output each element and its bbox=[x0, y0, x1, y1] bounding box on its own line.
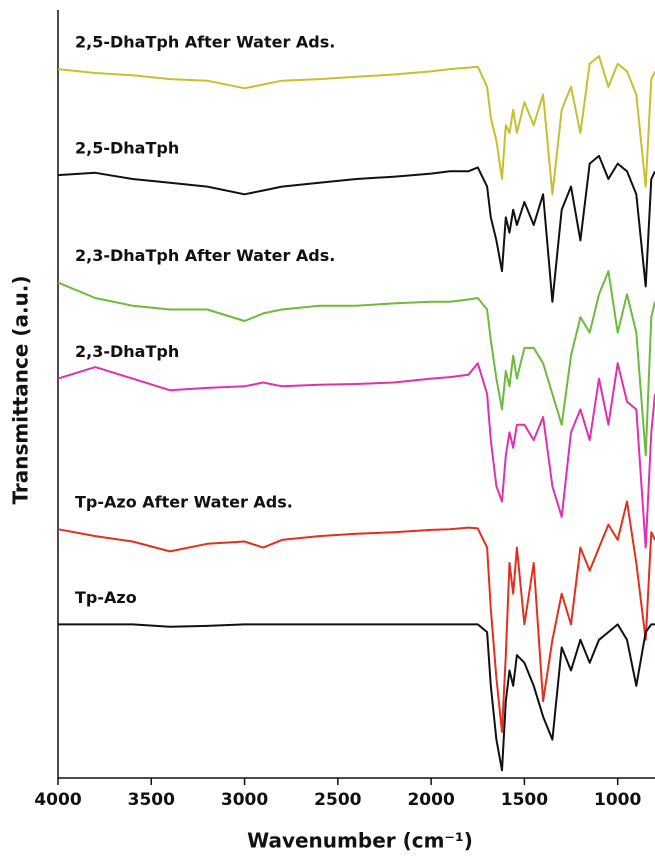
series-label: 2,5-DhaTph After Water Ads. bbox=[75, 33, 335, 52]
spectrum-line bbox=[57, 270, 655, 457]
x-tick-label: 1500 bbox=[501, 790, 548, 810]
series-label: Tp-Azo After Water Ads. bbox=[75, 493, 293, 512]
spectrum-line bbox=[57, 500, 655, 733]
x-axis-label: Wavenumber (cm⁻¹) bbox=[247, 829, 473, 853]
x-tick-label: 3500 bbox=[128, 790, 175, 810]
x-tick-label: 2000 bbox=[407, 790, 454, 810]
x-tick-label: 1000 bbox=[594, 790, 641, 810]
y-axis-label: Transmittance (a.u.) bbox=[9, 275, 33, 504]
spectrum-line bbox=[57, 154, 655, 303]
spectrum-line bbox=[57, 362, 655, 549]
x-tick-label: 4000 bbox=[34, 790, 81, 810]
x-tick-label: 2500 bbox=[314, 790, 361, 810]
series-label: 2,3-DhaTph After Water Ads. bbox=[75, 246, 335, 265]
series-label: 2,3-DhaTph bbox=[75, 342, 179, 361]
series-label: Tp-Azo bbox=[75, 588, 137, 607]
spectrum-line bbox=[58, 623, 655, 772]
spectrum-line bbox=[57, 55, 655, 196]
series-label: 2,5-DhaTph bbox=[75, 139, 179, 158]
x-tick-label: 3000 bbox=[221, 790, 268, 810]
